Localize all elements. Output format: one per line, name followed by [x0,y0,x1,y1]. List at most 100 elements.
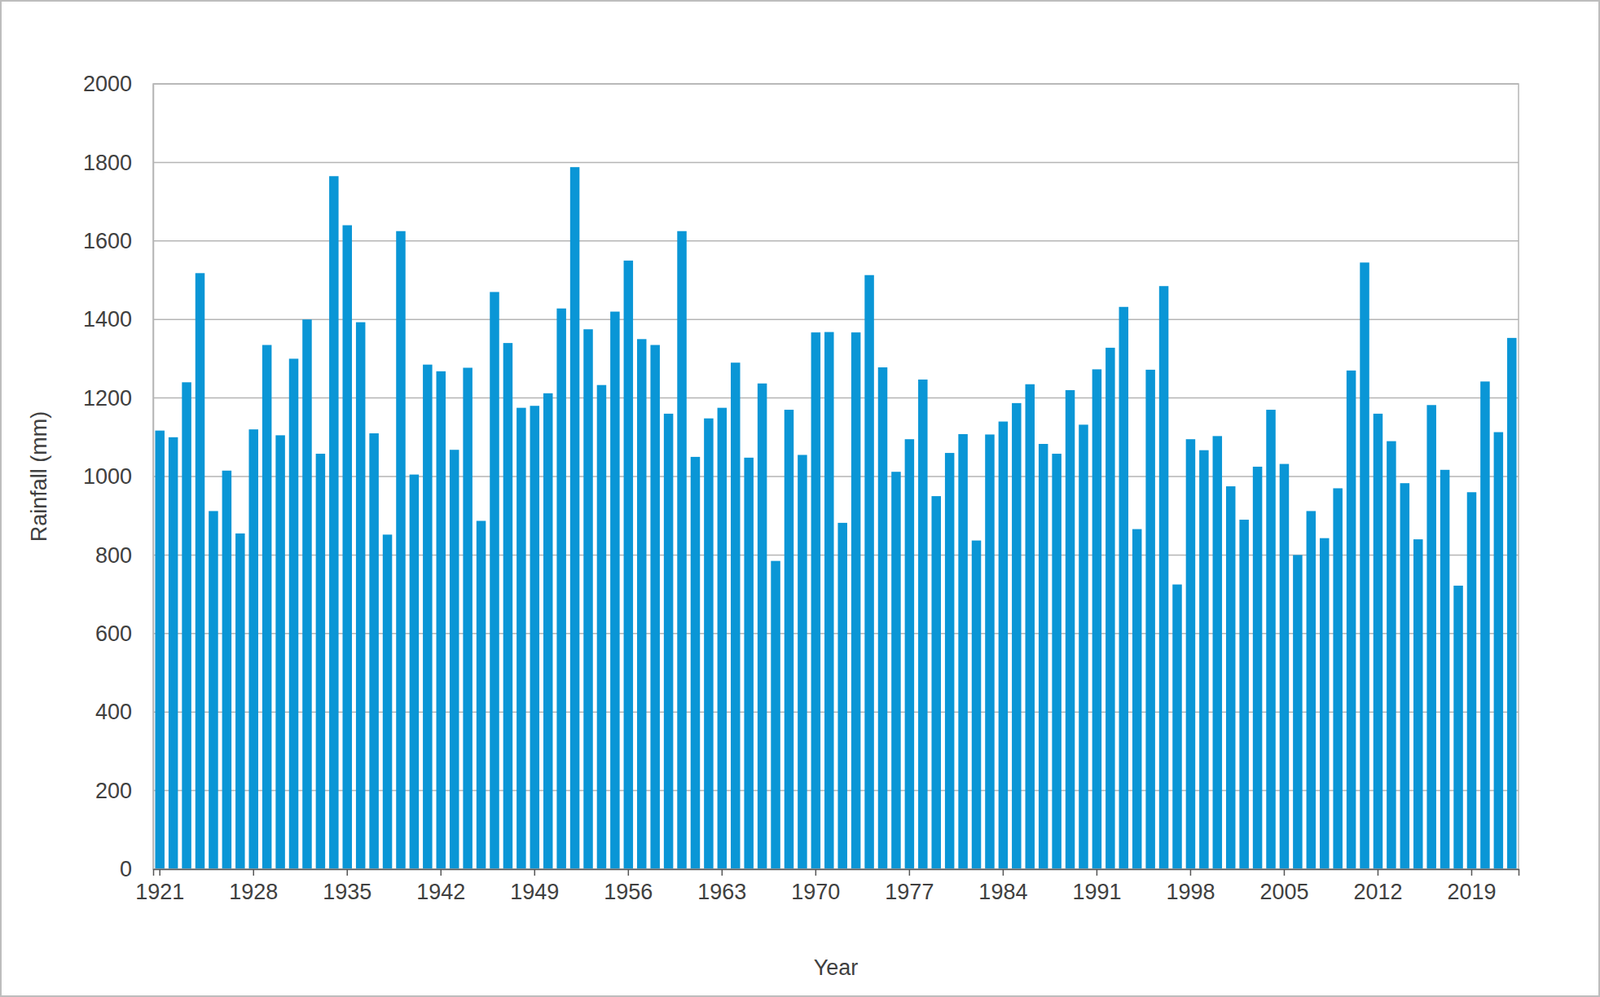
bar [382,534,393,870]
x-tick: 1998 [1165,869,1215,905]
grid-line [153,162,1519,164]
y-axis: 0200400600800100012001400160018002000 [83,71,154,882]
bar [743,457,754,870]
x-axis-line [153,870,1520,877]
bar [597,385,607,870]
y-tick: 200 [95,778,154,804]
x-tick: 1977 [884,869,934,905]
bar [583,329,594,870]
bar [931,496,941,870]
x-tick-mark [628,869,630,876]
bar [824,332,835,870]
bar [663,413,674,870]
x-tick-label: 2012 [1353,879,1403,905]
y-tick: 1000 [83,464,154,489]
bar [262,345,273,870]
y-tick: 0 [119,857,154,882]
bar [1480,381,1491,870]
x-tick-label: 1977 [884,879,934,905]
x-tick-mark [1002,869,1005,876]
x-tick-mark [158,869,161,876]
x-tick-label: 1942 [416,879,466,905]
bar [1226,486,1236,870]
x-tick: 2005 [1259,869,1309,905]
bar [864,275,875,870]
bar [918,379,928,870]
bar [1186,439,1196,870]
y-tick-label: 0 [119,857,132,882]
bar [770,561,781,870]
bar [302,319,313,870]
bars [154,167,1517,870]
bar [1065,390,1076,870]
bar [1132,529,1143,870]
bar [1413,539,1424,870]
x-tick-mark [440,869,443,876]
y-axis-title: Rainfall (mm) [26,411,52,543]
bar [168,437,179,870]
y-tick: 1400 [83,307,154,332]
bar [784,409,795,870]
x-tick: 2012 [1353,869,1403,905]
x-tick: 1949 [509,869,559,905]
bar [1213,435,1223,870]
bar [489,291,500,870]
bar [1279,464,1290,870]
x-tick-label: 2005 [1259,879,1309,905]
bar [998,421,1009,870]
bar [1359,262,1370,870]
y-tick-label: 2000 [83,71,132,97]
bar [275,435,286,870]
x-tick-mark [721,869,724,876]
y-tick-label: 1000 [83,464,132,489]
x-tick: 1921 [135,869,185,905]
x-tick-mark [347,869,349,876]
bar [891,471,902,870]
bar [837,523,848,870]
y-tick-label: 1600 [83,228,132,254]
y-tick-label: 600 [95,621,132,647]
bar [1265,409,1276,870]
x-tick-mark [1377,869,1380,876]
bar [1332,487,1343,870]
bar [1453,585,1464,870]
bar [1386,441,1397,870]
bar [556,308,567,870]
x-tick-mark [1283,869,1286,876]
bar [703,418,714,870]
bar [462,367,473,870]
bar [958,434,968,870]
bar [624,260,634,870]
x-tick: 1928 [228,869,278,905]
x-tick-label: 1956 [603,879,653,905]
bar [1172,584,1183,870]
plot-frame [153,83,1519,870]
bar [1507,338,1517,870]
y-tick: 400 [95,699,154,725]
bar [1051,453,1062,870]
bar [289,358,299,870]
x-tick-mark [252,869,255,876]
bar [503,342,514,870]
bar [530,405,541,870]
bar [1346,370,1357,870]
x-tick-mark [534,869,537,876]
x-axis-title: Year [813,955,859,981]
bar [222,470,233,870]
x-tick: 1942 [416,869,466,905]
bar [235,533,246,870]
bar [851,332,862,870]
bar [208,510,219,870]
grid-line [153,318,1519,321]
x-tick-label: 1970 [791,879,840,905]
x-tick-label: 1921 [135,879,185,905]
x-tick: 1991 [1072,869,1121,905]
bar [1319,538,1330,870]
bar [1426,404,1437,870]
grid-line [153,240,1519,242]
bar [570,167,581,870]
y-tick-label: 1800 [83,150,132,176]
bar [1038,443,1049,870]
bar [945,452,955,870]
bar [356,322,366,870]
